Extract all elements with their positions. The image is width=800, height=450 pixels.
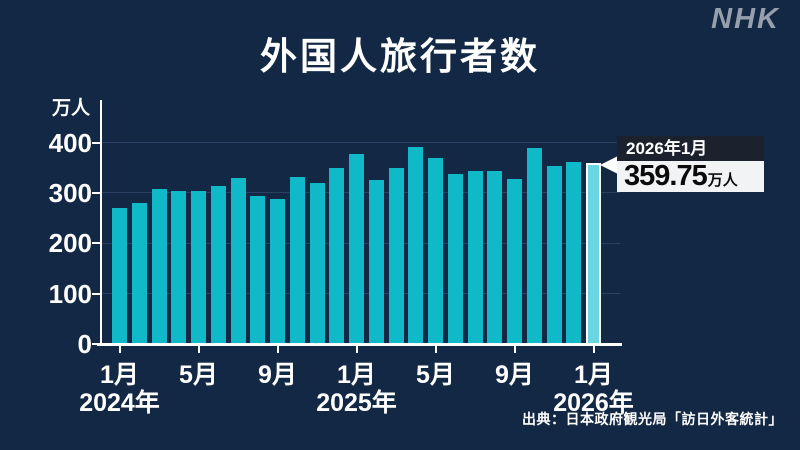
bar: [388, 167, 404, 344]
year-label: 2025年: [316, 389, 397, 417]
year-label: 2024年: [79, 389, 160, 417]
y-tick-label: 400: [48, 127, 92, 158]
bar: [546, 166, 562, 344]
x-tick-mark: [513, 345, 516, 353]
bar: [368, 179, 384, 344]
x-tick-mark: [434, 345, 437, 353]
bar: [151, 188, 167, 344]
y-axis-unit-label: 万人: [51, 98, 90, 119]
y-tick-label: 200: [48, 228, 92, 259]
bar: [191, 190, 206, 344]
source-credit: 出典：日本政府観光局「訪日外客統計」: [522, 411, 783, 427]
bar: [210, 185, 226, 344]
month-label: 1月: [100, 361, 139, 389]
year-label: 2026年: [553, 389, 634, 417]
y-tick-mark: [92, 191, 101, 194]
month-label: 9月: [495, 361, 534, 389]
gridline: [100, 142, 620, 143]
bar: [270, 199, 285, 344]
bar: [329, 168, 345, 344]
y-tick-label: 300: [48, 177, 92, 208]
x-tick-mark: [197, 345, 200, 353]
bar: [447, 173, 463, 344]
bar: [507, 179, 522, 344]
y-axis-line: [100, 100, 102, 345]
bar: [309, 183, 325, 344]
y-tick-mark: [92, 141, 101, 144]
y-tick-mark: [92, 292, 101, 295]
bar: [289, 177, 305, 344]
month-label: 5月: [179, 361, 218, 389]
chart-title: 外国人旅行者数: [260, 36, 540, 77]
callout-arrow-icon: [600, 156, 618, 174]
month-label: 9月: [258, 361, 297, 389]
bar: [112, 208, 127, 344]
bar: [467, 170, 483, 344]
nhk-logo: NHK: [711, 3, 780, 35]
callout-value-unit: 万人: [707, 172, 738, 189]
bar: [428, 158, 443, 344]
bar: [526, 147, 542, 344]
y-tick-mark: [92, 343, 101, 345]
x-tick-mark: [355, 345, 358, 353]
month-label: 1月: [574, 361, 613, 389]
month-label: 1月: [337, 361, 376, 389]
bar: [230, 178, 246, 344]
bar: [566, 161, 582, 344]
callout-date-label: 2026年1月: [617, 136, 764, 161]
bar: [349, 153, 364, 344]
bar: [408, 147, 424, 344]
y-tick-label: 100: [48, 278, 92, 309]
callout-value-number: 359.75: [624, 160, 708, 192]
bar: [171, 190, 187, 344]
highlighted-bar: [586, 162, 601, 344]
bar: [131, 203, 147, 344]
x-axis-line: [97, 342, 622, 346]
bar: [487, 171, 503, 344]
x-tick-mark: [118, 345, 121, 353]
y-tick-label: 0: [77, 329, 92, 359]
x-tick-mark: [592, 345, 595, 353]
bar: [250, 196, 266, 344]
x-tick-mark: [276, 345, 279, 353]
callout-value: 359.75 万人: [617, 161, 764, 192]
month-label: 5月: [416, 361, 455, 389]
y-tick-mark: [92, 242, 101, 245]
